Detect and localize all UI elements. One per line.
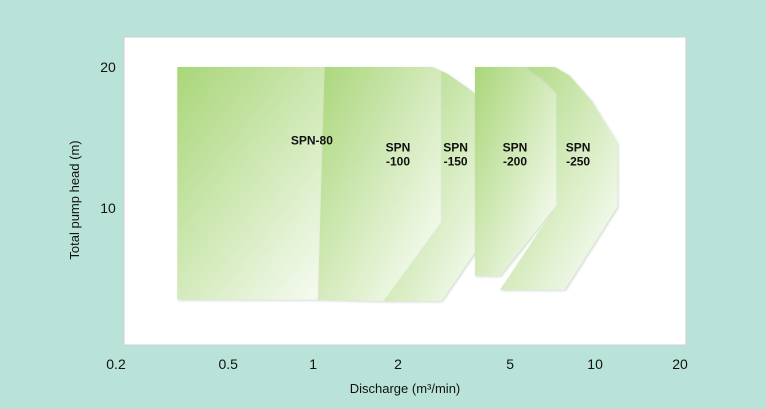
- region-spn-150: [383, 67, 496, 302]
- x-tick-label: 0.5: [218, 356, 238, 372]
- x-axis-label: Discharge (m³/min): [350, 381, 461, 396]
- region-label-spn-150: SPN -150: [443, 141, 468, 169]
- region-label-spn-100: SPN -100: [386, 141, 411, 169]
- x-tick-label: 2: [394, 356, 402, 372]
- region-spn-250: [500, 67, 618, 290]
- x-tick-label: 20: [672, 356, 688, 372]
- x-tick-label: 10: [587, 356, 603, 372]
- region-label-group: SPN-80 SPN -100 SPN -150 SPN -200 SPN -250: [291, 134, 591, 169]
- region-label-spn-80: SPN-80: [291, 134, 333, 148]
- region-spn-80: [177, 67, 357, 300]
- x-tick-labels: 0.2 0.5 1 2 5 10 20: [106, 356, 688, 372]
- x-tick-label: 5: [506, 356, 514, 372]
- region-group: [177, 67, 618, 302]
- region-label-spn-200: SPN -200: [503, 141, 528, 169]
- y-tick-label: 10: [100, 200, 116, 216]
- region-spn-200: [475, 67, 557, 276]
- y-tick-label: 20: [100, 59, 116, 75]
- region-spn-100: [317, 67, 442, 302]
- x-tick-label: 1: [309, 356, 317, 372]
- x-tick-label: 0.2: [106, 356, 126, 372]
- region-label-spn-250: SPN -250: [566, 141, 591, 169]
- y-tick-labels: 10 20: [100, 59, 116, 216]
- y-axis-label: Total pump head (m): [67, 140, 82, 259]
